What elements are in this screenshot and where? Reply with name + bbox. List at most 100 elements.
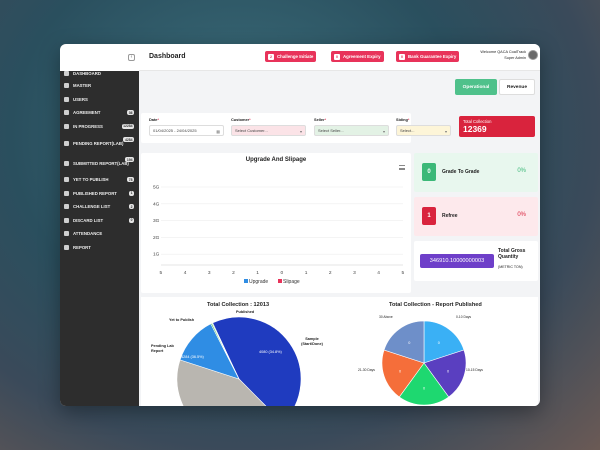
chart-title: Upgrade And Slipage [245, 157, 307, 163]
sidebar-item-label: REPORT [73, 244, 91, 250]
pie2-slice-value: 0 [447, 369, 449, 373]
agreement-expiry-button[interactable]: 0 Agreement Expiry [331, 51, 384, 62]
siding-label: Siding* [396, 117, 410, 122]
sidebar-item-agreement[interactable]: AGREEMENT 36 [60, 106, 139, 120]
refree-label: Refree [442, 213, 458, 219]
sidebar-item-submitted-report-lab[interactable]: SUBMITTED REPORT(LAB) 194 [60, 153, 139, 173]
sidebar-item-report[interactable]: REPORT [60, 241, 139, 255]
seller-label: Seller* [314, 117, 327, 122]
menu-icon [64, 204, 69, 210]
date-range-input[interactable]: 01/04/2025 - 24/04/2025 ▦ [149, 125, 224, 136]
pie2-label-21-30: 21-30 Days [358, 368, 375, 372]
customer-placeholder: Select Customer... [235, 128, 268, 133]
sidebar-logo-area: ‹ [60, 44, 139, 71]
gross-quantity-unit: (METRIC TON) [498, 265, 523, 269]
sidebar-item-discard-list[interactable]: DISCARD LIST 0 [60, 214, 139, 228]
pie1-slice-1[interactable] [176, 359, 283, 406]
legend-swatch [278, 279, 282, 283]
pie2-slice-3[interactable] [381, 349, 425, 398]
y-tick-label: 4G [153, 201, 160, 207]
sidebar-item-label: YET TO PUBLISH [73, 177, 109, 183]
pie2-slice-4[interactable] [383, 320, 425, 364]
menu-icon [64, 96, 69, 102]
x-tick-label: 5 [402, 270, 405, 276]
x-tick-label: 3 [208, 270, 211, 276]
pie1-slice-4[interactable] [211, 322, 240, 380]
x-tick-label: 5 [160, 270, 163, 276]
pie1-slice-text-pending: 4284 (36.5%) [181, 355, 204, 359]
sidebar-item-in-progress[interactable]: IN PROGRESS 12284 [60, 120, 139, 134]
total-collection-card: Total Collection 12369 [459, 116, 535, 137]
collection-charts-panel: Total Collection : 12013 Total Collectio… [141, 297, 538, 406]
sidebar-item-label: CHALLENGE LIST [73, 204, 111, 210]
pie2-label-30-above: 30 Above [379, 315, 393, 319]
pie2-slice-value: 0 [438, 341, 440, 345]
menu-icon [64, 190, 69, 196]
main-content: Dashboard 2 Challenge Initiate 0 Agreeme… [139, 44, 540, 406]
grade-percent: 0% [517, 168, 526, 174]
count-badge: 4284 [123, 137, 134, 142]
date-value: 01/04/2025 - 24/04/2025 [153, 128, 197, 133]
pie2-slice-0[interactable] [423, 320, 465, 364]
challenge-count: 2 [268, 53, 274, 60]
avatar[interactable] [528, 50, 538, 60]
refree-count: 1 [422, 207, 436, 225]
menu-icon [64, 123, 69, 129]
legend-label[interactable]: Upgrade [249, 279, 268, 285]
chart-menu-icon[interactable] [399, 165, 405, 170]
agreement-count: 0 [334, 53, 340, 60]
siding-placeholder: Select... [400, 128, 415, 133]
legend-label[interactable]: Slipage [283, 279, 300, 285]
pie1-label-published: Published [236, 310, 255, 314]
pie2-slice-1[interactable] [423, 349, 467, 398]
x-tick-label: 4 [377, 270, 380, 276]
pie2-slice-2[interactable] [398, 362, 450, 406]
customer-label: Customer* [231, 117, 251, 122]
seller-select[interactable]: Select Seller... ▾ [314, 125, 389, 136]
x-tick-label: 4 [184, 270, 187, 276]
bank-guarantee-expiry-button[interactable]: 0 Bank Guarantee Expiry [396, 51, 460, 62]
collection-pie-charts: 0 0 0 0 0 [176, 316, 467, 406]
sidebar-item-attendance[interactable]: ATTENDANCE [60, 227, 139, 241]
sidebar-item-yet-to-publish[interactable]: YET TO PUBLISH 78 [60, 173, 139, 187]
pie1-slice-0[interactable] [212, 316, 302, 406]
pie2-label-0-10: 0-10 Days [456, 315, 472, 319]
tab-operational[interactable]: Operational [455, 79, 497, 95]
menu-icon [64, 177, 69, 183]
calendar-icon: ▦ [216, 129, 220, 134]
pie2-slice-value: 0 [399, 369, 401, 373]
sidebar-item-label: ATTENDANCE [73, 231, 103, 237]
sidebar-item-users[interactable]: USERS [60, 93, 139, 107]
challenge-label: Challenge Initiate [277, 54, 314, 59]
menu-icon [64, 217, 69, 223]
challenge-initiate-button[interactable]: 2 Challenge Initiate [265, 51, 317, 62]
total-collection-label: Total Collection [463, 119, 492, 124]
chevron-down-icon: ▾ [299, 129, 302, 134]
sidebar-item-master[interactable]: MASTER [60, 79, 139, 93]
grade-label: Grade To Grade [442, 169, 480, 175]
chevron-down-icon: ▾ [444, 129, 447, 134]
agreement-label: Agreement Expiry [343, 54, 381, 59]
gross-quantity-label: Total Gross Quantity [498, 248, 525, 260]
menu-icon [64, 110, 69, 116]
pie1-label-sample: Sample (Start/Done) [301, 337, 323, 346]
siding-select[interactable]: Select... ▾ [396, 125, 451, 136]
y-tick-label: 5G [153, 185, 160, 191]
sidebar-item-published-report[interactable]: PUBLISHED REPORT 1 [60, 187, 139, 201]
tab-revenue[interactable]: Revenue [499, 79, 535, 95]
y-tick-label: 3G [153, 218, 160, 224]
sidebar-item-pending-report-lab[interactable]: PENDING REPORT(LAB) 4284 [60, 133, 139, 153]
sidebar-item-challenge-list[interactable]: CHALLENGE LIST 2 [60, 200, 139, 214]
sidebar-item-dashboard[interactable]: DASHBOARD [60, 71, 139, 79]
menu-icon [64, 244, 69, 250]
sidebar-toggle-icon[interactable]: ‹ [128, 54, 135, 61]
customer-select[interactable]: Select Customer... ▾ [231, 125, 306, 136]
pie1-title: Total Collection : 12013 [207, 302, 270, 308]
total-collection-value: 12369 [463, 124, 487, 134]
filter-panel: Date* 01/04/2025 - 24/04/2025 ▦ Customer… [141, 113, 411, 143]
sidebar-item-label: PENDING REPORT(LAB) [73, 140, 124, 146]
refree-percent: 0% [517, 212, 526, 218]
sidebar-item-label: IN PROGRESS [73, 123, 103, 129]
pie1-label-pending: Pending Lab Report [151, 344, 174, 353]
sidebar-item-label: USERS [73, 96, 88, 102]
